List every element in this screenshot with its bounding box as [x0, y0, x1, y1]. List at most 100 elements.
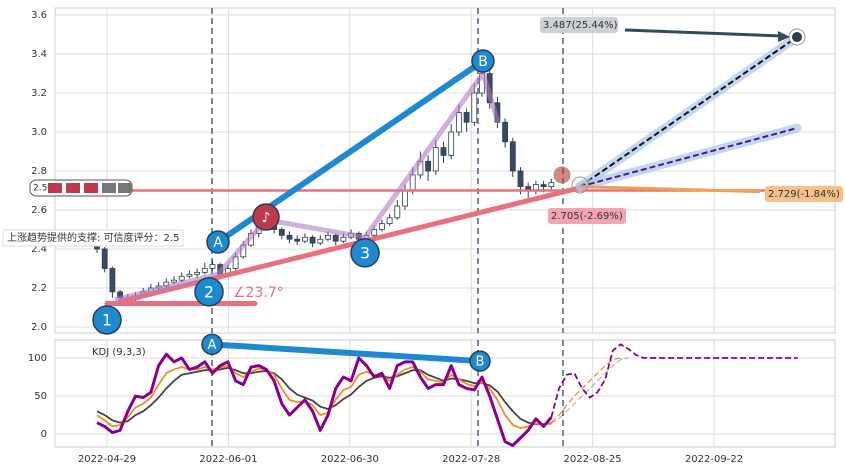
candle-body	[440, 147, 447, 156]
pattern-point	[469, 350, 491, 372]
candle-body	[471, 92, 478, 123]
pattern-point-label: 2	[204, 282, 214, 301]
support-note-box	[2, 229, 184, 247]
indicator-title: KDJ (9,3,3)	[92, 347, 146, 358]
target-arrowhead	[778, 31, 790, 42]
wave-line	[211, 341, 481, 365]
pattern-point	[252, 203, 280, 231]
pattern-point-label: A	[208, 338, 217, 353]
pattern-point	[201, 333, 223, 356]
candle-body	[317, 238, 324, 244]
target-label: 2.729(-1.84%)	[768, 189, 840, 200]
candle-body	[109, 268, 116, 293]
target-label-box	[765, 186, 843, 202]
candle-body	[294, 238, 301, 242]
candle-body	[502, 121, 509, 143]
pattern-line	[114, 71, 501, 303]
candle-body	[425, 160, 432, 172]
kdj-projection	[550, 357, 621, 424]
kdj-projection	[550, 343, 798, 418]
x-tick-label: 2022-07-28	[442, 454, 500, 465]
x-tick-label: 2022-09-22	[685, 454, 743, 465]
x-tick-label: 2022-04-29	[78, 454, 136, 465]
candle-body	[332, 234, 339, 242]
x-tick-label: 2022-08-25	[564, 454, 622, 465]
candle-body	[186, 273, 193, 277]
target-arrow	[624, 28, 783, 38]
y-tick-label: 100	[28, 353, 47, 364]
projection-line	[579, 185, 761, 194]
y-tick-label: 3.2	[31, 88, 47, 99]
pattern-point-label: B	[476, 355, 485, 370]
kdj-line	[96, 367, 552, 426]
y-tick-label: 50	[34, 391, 47, 402]
y-tick-label: 2.6	[31, 205, 47, 216]
candle-body	[209, 264, 216, 269]
kdj-line	[96, 352, 553, 447]
candle-body	[402, 190, 408, 207]
y-tick-label: 0	[41, 429, 47, 440]
y-tick-label: 3.4	[31, 49, 47, 60]
candle-body	[194, 271, 201, 275]
candle-body	[455, 112, 462, 133]
price-panel: 2.0 2.2 2.4 2.6 2.8 3.0 3.2 3.4 3.6 3.487(25.44%)…	[2, 7, 843, 335]
support-note: 上涨趋势提供的支撑: 可信度评分：2.5	[7, 231, 179, 244]
candle-body	[432, 147, 439, 172]
projection-line	[579, 127, 798, 188]
candle-body	[201, 268, 208, 273]
projection-line	[579, 36, 798, 188]
candle-body	[178, 275, 185, 281]
pattern-point-label: ♪	[262, 210, 271, 226]
support-icon	[84, 183, 98, 193]
pattern-point-label: B	[478, 54, 488, 70]
candle-body	[378, 223, 385, 230]
angle-label: ∠23.7°	[233, 285, 284, 301]
y-tick-label: 3.0	[31, 127, 47, 138]
target-label: 2.705(-2.69%)	[551, 211, 623, 222]
candle-body	[463, 112, 470, 123]
candle-body	[101, 248, 108, 269]
candle-body	[386, 217, 393, 225]
y-tick-label: 2.4	[31, 244, 47, 255]
y-tick-label: 2.2	[31, 283, 47, 294]
pattern-point	[471, 49, 495, 73]
support-icon	[66, 183, 80, 193]
y-tick-label: 2.8	[31, 166, 47, 177]
candle-body	[278, 229, 285, 236]
candle-body	[448, 131, 455, 156]
kdj-panel: 2022-04-29 2022-06-01 2022-06-30 2022-07-28…	[28, 333, 836, 465]
candle-body	[309, 236, 316, 244]
candle-body	[171, 279, 177, 283]
pattern-point	[350, 238, 380, 268]
support-icon	[118, 183, 132, 193]
support-badge-label: 2.5	[33, 184, 47, 194]
trend-line	[117, 184, 588, 305]
x-tick-label: 2022-06-30	[321, 454, 379, 465]
candle-body	[509, 141, 516, 172]
pattern-point-label: 3	[360, 243, 370, 262]
candle-body	[517, 170, 524, 187]
support-icon	[102, 183, 116, 193]
candle-body	[286, 234, 293, 240]
support-icon	[48, 183, 62, 193]
candle-body	[371, 229, 378, 236]
pattern-point-label: A	[213, 235, 223, 251]
candle-body	[548, 182, 555, 187]
target-label-box	[548, 208, 626, 224]
candle-body	[301, 236, 308, 242]
current-marker	[571, 176, 589, 194]
pattern-point	[92, 305, 122, 335]
pattern-point-label: 1	[102, 310, 112, 329]
candle-body	[340, 236, 347, 242]
pattern-point	[206, 230, 230, 254]
candle-body	[540, 184, 547, 187]
y-tick-label: 2.0	[31, 322, 47, 333]
target-label: 3.487(25.44%)	[543, 20, 618, 31]
target-dot	[792, 32, 802, 43]
target-label-box	[540, 17, 618, 33]
y-tick-label: 3.6	[31, 10, 47, 21]
x-tick-label: 2022-06-01	[199, 454, 257, 465]
candle-body	[325, 234, 331, 240]
candle-body	[394, 205, 401, 219]
